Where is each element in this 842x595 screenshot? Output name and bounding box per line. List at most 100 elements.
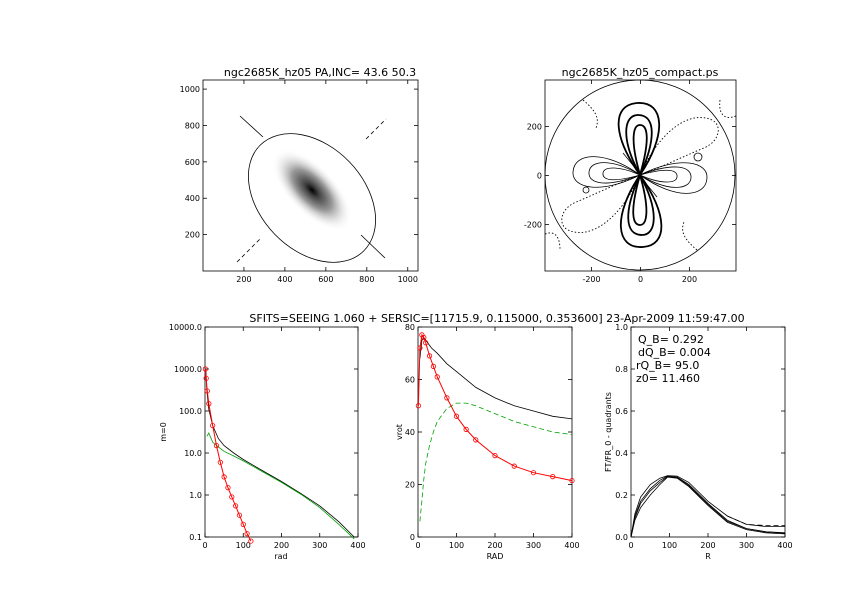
x-tick-label: 100 (236, 541, 251, 550)
vrot-xlabel: RAD (487, 552, 504, 561)
m0-ylabel: m=0 (159, 422, 168, 442)
x-tick-label: 200 (236, 275, 251, 284)
x-tick-label: 1000 (398, 275, 418, 284)
rqb-annotation: rQ_B= 95.0 (636, 359, 699, 372)
red-data-point (236, 512, 243, 518)
red-data-point (229, 494, 235, 500)
red-data-point (492, 453, 498, 459)
positive-contours (617, 102, 663, 248)
black-series-line (205, 368, 355, 538)
vrot-panel: RAD vrot 0 100 200 300 400 0 20 40 60 80 (395, 323, 580, 561)
y-tick-label: 0.0 (615, 533, 628, 542)
red-data-point (434, 374, 440, 380)
y-tick-label: 40 (405, 428, 415, 437)
qb-annotation: Q_B= 0.292 (638, 333, 704, 346)
x-tick-label: 0 (638, 275, 643, 284)
y-tick-label: 0.8 (615, 365, 628, 374)
x-tick-label: 100 (662, 541, 677, 550)
contour-map-title: ngc2685K_hz05_compact.ps (562, 66, 719, 79)
galaxy-image-title: ngc2685K_hz05 PA,INC= 43.6 50.3 (224, 66, 416, 79)
black-series-line (630, 476, 786, 538)
y-tick-label: 600 (185, 158, 200, 167)
m0-profile-frame (204, 326, 359, 538)
boundary-circle (544, 79, 736, 271)
red-data-point (473, 437, 479, 443)
x-tick-label: 600 (318, 275, 333, 284)
x-tick-label: 200 (274, 541, 289, 550)
green-series-line (419, 402, 573, 522)
red-data-point (204, 388, 210, 394)
red-data-point (213, 443, 220, 449)
x-tick-label: 300 (526, 541, 541, 550)
x-tick-label: 800 (359, 275, 374, 284)
dqb-annotation: dQ_B= 0.004 (638, 346, 711, 359)
y-tick-label: 0 (537, 172, 542, 181)
red-data-point (244, 531, 250, 537)
red-data-point (203, 375, 209, 381)
red-data-point (221, 474, 227, 480)
x-tick-label: 0 (202, 541, 207, 550)
quadrant-ylabel: FT/FR_0 - quadrants (604, 392, 613, 472)
x-tick-label: 200 (700, 541, 715, 550)
x-tick-label: 0 (628, 541, 633, 550)
red-data-point (206, 401, 212, 407)
header-info: SFITS=SEEING 1.060 + SERSIC=[11715.9, 0.… (249, 312, 744, 325)
x-tick-label: 400 (277, 275, 292, 284)
red-data-point (417, 345, 423, 351)
black-series-line (630, 476, 786, 538)
red-data-point (569, 477, 575, 484)
y-tick-label: 0.1 (189, 533, 202, 542)
y-tick-label: 0 (410, 533, 415, 542)
y-tick-label: 60 (405, 376, 415, 385)
red-data-point (240, 521, 246, 527)
red-data-point (453, 413, 460, 419)
y-tick-label: 1.0 (615, 323, 628, 332)
y-tick-label: 0.2 (615, 491, 628, 500)
red-data-point (248, 538, 254, 544)
y-tick-label: 200 (185, 231, 200, 240)
red-data-point (225, 485, 231, 491)
vrot-ylabel: vrot (395, 424, 404, 440)
x-tick-label: 300 (312, 541, 327, 550)
red-data-point (463, 426, 469, 432)
y-tick-label: 80 (405, 323, 415, 332)
galaxy-image-frame (202, 79, 419, 272)
red-data-point (210, 422, 216, 429)
y-tick-label: 0.6 (615, 407, 628, 416)
minor-axis-line (236, 238, 261, 263)
y-tick-label: 1.0 (189, 491, 202, 500)
x-tick-label: 200 (682, 275, 697, 284)
y-tick-label: 100.0 (179, 407, 202, 416)
m0-xlabel: rad (274, 552, 287, 561)
vrot-frame (417, 326, 573, 538)
red-data-point (233, 503, 239, 509)
contour-map-panel: ngc2685K_hz05_compact.ps (524, 66, 737, 284)
quadrant-xlabel: R (705, 552, 711, 561)
black-series-line (630, 475, 786, 538)
y-tick-label: -200 (524, 220, 542, 229)
x-tick-label: 100 (449, 541, 464, 550)
quadrant-panel: R FT/FR_0 - quadrants Q_B= 0.292 dQ_B= 0… (604, 323, 793, 561)
red-data-point (444, 395, 450, 401)
red-data-point (415, 403, 421, 409)
y-tick-label: 200 (527, 123, 542, 132)
y-tick-label: 1000 (180, 85, 200, 94)
galaxy-blob (271, 149, 353, 231)
z0-annotation: z0= 11.460 (636, 372, 700, 385)
minor-axis-line (365, 118, 387, 140)
red-data-point (430, 363, 436, 369)
black-series-line (419, 336, 573, 420)
red-series-line (204, 368, 252, 542)
x-tick-label: 0 (415, 541, 420, 550)
red-data-point (423, 340, 429, 346)
y-tick-label: 1000.0 (174, 365, 202, 374)
red-data-point (217, 459, 223, 465)
x-tick-label: 300 (739, 541, 754, 550)
galaxy-image-panel: ngc2685K_hz05 PA,INC= 43.6 50.3 200 400 60… (180, 66, 419, 284)
x-tick-label: 400 (777, 541, 792, 550)
x-tick-label: -200 (582, 275, 600, 284)
red-data-point (202, 366, 208, 372)
red-data-point (421, 334, 427, 341)
y-tick-label: 10.0 (184, 449, 202, 458)
